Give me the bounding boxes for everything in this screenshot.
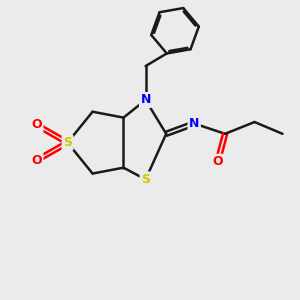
Text: N: N xyxy=(189,117,200,130)
Text: S: S xyxy=(141,173,150,186)
Text: O: O xyxy=(31,118,42,131)
Text: O: O xyxy=(212,155,223,168)
Text: N: N xyxy=(140,93,151,106)
Text: O: O xyxy=(31,154,42,167)
Text: S: S xyxy=(63,136,72,149)
